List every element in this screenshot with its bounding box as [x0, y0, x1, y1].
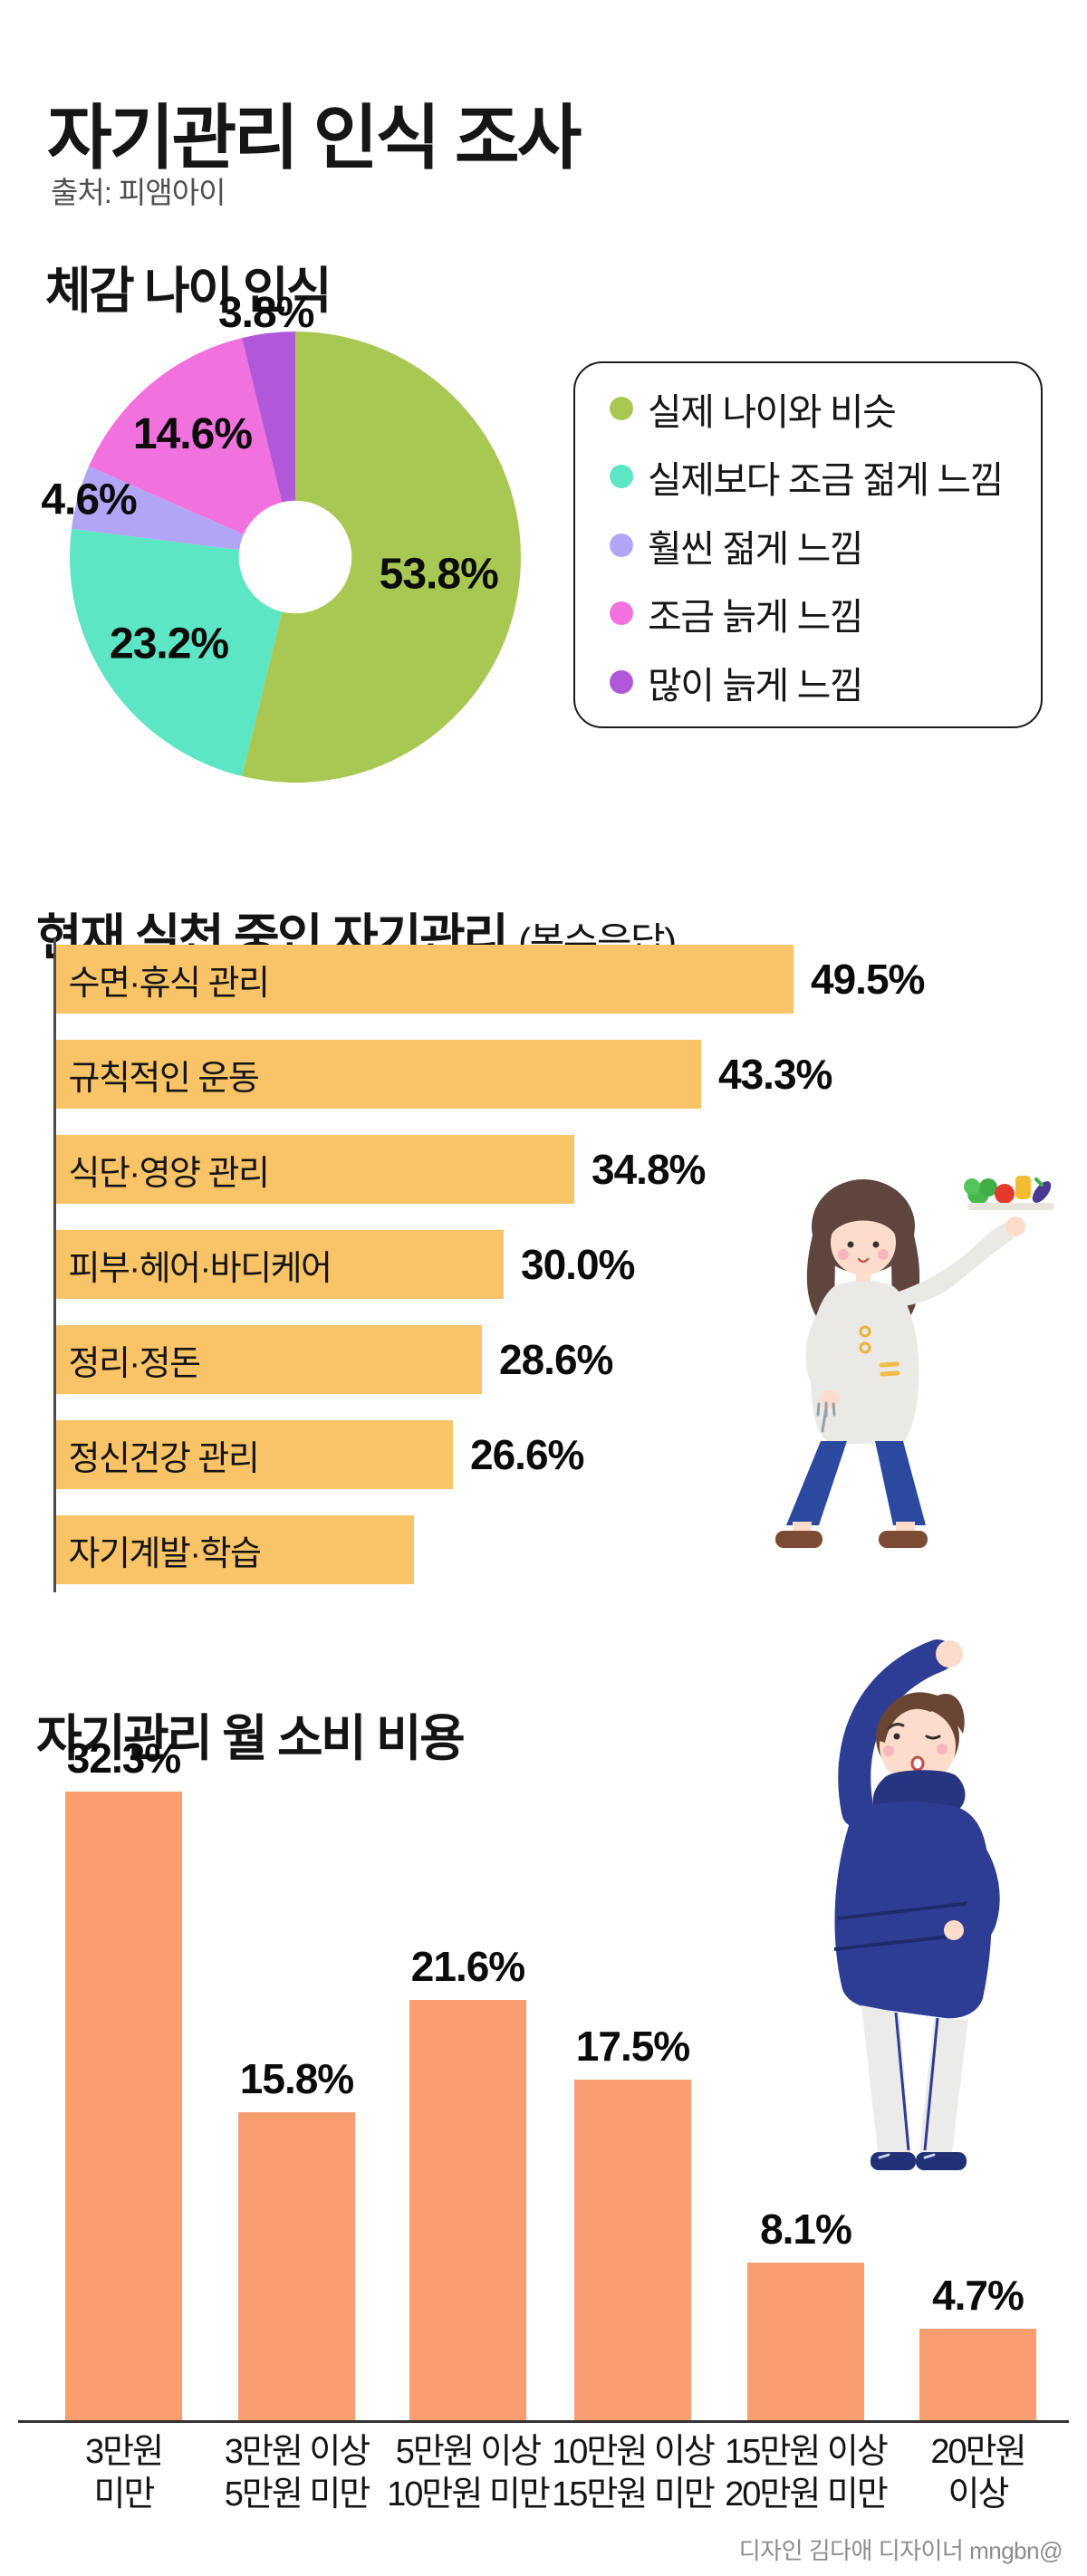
legend-item: 훨씬 젊게 느낌	[610, 518, 1032, 572]
source-caption: 출처: 피앰아이	[51, 176, 226, 209]
woman-with-vegetables-illustration	[775, 1176, 1054, 1548]
donut-slice-label: 4.6%	[41, 476, 137, 524]
vbar-bar	[238, 2112, 355, 2420]
hbar-bar: 규칙적인 운동	[55, 1040, 701, 1109]
vbar-category-label: 15만원 이상 20만원 미만	[720, 2431, 892, 2516]
vbar-category-line: 15만원 이상	[725, 2433, 889, 2471]
vbar-value-label: 4.7%	[932, 2272, 1024, 2319]
vbar-category-label: 5만원 이상 10만원 미만	[382, 2431, 554, 2516]
tray-of-vegetables	[964, 1176, 1054, 1210]
hbar-bar: 자기계발·학습	[55, 1515, 414, 1584]
legend-item-label: 훨씬 젊게 느낌	[648, 527, 864, 570]
credit-footer: 디자인 김다애 디자이너 mngbn@	[738, 2537, 1063, 2564]
perceived-age-donut-chart: 53.8% 23.2% 4.6% 14.6% 3.8%	[0, 272, 580, 797]
legend-item: 조금 늙게 느낌	[610, 586, 1032, 640]
legend-item: 실제 나이와 비슷	[610, 381, 1032, 436]
vbar-category-line: 5만원 미만	[224, 2475, 371, 2514]
vbar-category-line: 10만원 이상	[552, 2433, 716, 2471]
donut-slice	[71, 466, 245, 551]
vbar-axis-line	[18, 2420, 1069, 2423]
hbar-bar: 피부·헤어·바디케어	[55, 1230, 504, 1299]
vbar-value-label: 17.5%	[575, 2023, 690, 2070]
legend-item-label: 실제 나이와 비슷	[648, 390, 897, 433]
hbar-category-label: 정신건강 관리	[68, 1439, 260, 1478]
legend-item-label: 많이 늙게 느낌	[648, 664, 864, 706]
woman-figure	[775, 1179, 1025, 1548]
donut-slice	[242, 332, 522, 783]
hbar-category-label: 식단·영양 관리	[68, 1154, 270, 1193]
hbar-bar: 정리·정돈	[55, 1325, 482, 1394]
donut-slice	[242, 332, 295, 503]
hbar-bar: 식단·영양 관리	[55, 1135, 574, 1204]
vbar-value-label: 8.1%	[760, 2206, 852, 2253]
hbar-category-label: 자기계발·학습	[68, 1534, 262, 1573]
hbar-value-label: 26.6%	[470, 1431, 584, 1478]
donut-slice-label: 14.6%	[133, 410, 252, 458]
vbar-category-label: 3만원 이상 5만원 미만	[211, 2431, 383, 2516]
page-title: 자기관리 인식 조사	[47, 98, 582, 178]
vbar-category-line: 20만원	[930, 2433, 1026, 2471]
spend-bar-chart: 32.3% 3만원 미만 15.8% 3만원 이상 5만원 미만 21.6% 5만원 이상 10…	[18, 1735, 1069, 2554]
legend-item: 실제보다 조금 젊게 느낌	[610, 449, 1032, 504]
legend-item-label: 조금 늙게 느낌	[648, 596, 864, 638]
fork	[816, 1401, 836, 1433]
legend-item: 많이 늙게 느낌	[610, 655, 1032, 709]
legend-dot-icon	[610, 601, 633, 625]
vbar-value-label: 32.3%	[66, 1735, 181, 1782]
vbar-category-line: 5만원 이상	[395, 2433, 543, 2471]
hbar-axis-line	[53, 938, 56, 1592]
legend-dot-icon	[610, 669, 633, 694]
vbar-bar	[409, 2000, 526, 2420]
vbar-value-label: 15.8%	[239, 2055, 354, 2102]
hbar-category-label: 규칙적인 운동	[68, 1059, 260, 1098]
donut-slice	[89, 338, 283, 534]
vbar-bar	[574, 2080, 691, 2420]
vbar-category-line: 10만원 미만	[387, 2475, 551, 2514]
donut-slice-label: 3.8%	[218, 289, 314, 337]
donut-slice-label: 23.2%	[110, 620, 228, 668]
hbar-value-label: 30.0%	[521, 1241, 635, 1288]
hbar-value-label: 28.6%	[499, 1336, 613, 1383]
vbar-bar	[65, 1792, 182, 2420]
vbar-bar	[919, 2329, 1036, 2420]
legend-item-label: 실제보다 조금 젊게 느낌	[648, 459, 1004, 501]
hbar-value-label: 34.8%	[592, 1146, 706, 1193]
legend-dot-icon	[610, 465, 633, 488]
man-stretching-illustration	[833, 1639, 1000, 2170]
vbar-category-line: 3만원	[84, 2433, 164, 2471]
donut-chart-svg: 53.8% 23.2% 4.6% 14.6% 3.8%	[41, 289, 522, 783]
donut-slice	[70, 528, 283, 776]
hbar-value-label: 43.3%	[718, 1051, 832, 1098]
perceived-age-heading: 체감 나이 인식	[45, 262, 332, 319]
vbar-category-line: 이상	[948, 2475, 1010, 2514]
practices-bar-chart: 수면·휴식 관리 49.5% 규칙적인 운동 43.3% 식단·영양 관리 34.8% 피부…	[53, 938, 1077, 1601]
legend-dot-icon	[610, 533, 633, 557]
man-figure	[833, 1639, 1000, 2170]
hbar-bar: 정신건강 관리	[55, 1420, 453, 1489]
vbar-category-line: 20만원 미만	[725, 2475, 889, 2514]
spend-heading: 자기관리 월 소비 비용	[36, 1709, 466, 1766]
hbar-category-label: 정리·정돈	[68, 1344, 202, 1383]
vbar-category-label: 10만원 이상 15만원 미만	[547, 2431, 719, 2516]
hbar-value-label: 49.5%	[811, 956, 925, 1003]
vbar-category-line: 15만원 미만	[552, 2475, 716, 2514]
vbar-category-line: 3만원 이상	[224, 2433, 371, 2471]
hbar-bar: 수면·휴식 관리	[55, 945, 794, 1014]
donut-slice-label: 53.8%	[380, 550, 498, 598]
hbar-category-label: 피부·헤어·바디케어	[68, 1249, 333, 1288]
vbar-bar	[747, 2263, 864, 2420]
vbar-category-line: 미만	[93, 2475, 156, 2514]
hbar-category-label: 수면·휴식 관리	[68, 964, 270, 1003]
vbar-value-label: 21.6%	[410, 1943, 525, 1990]
legend-dot-icon	[610, 396, 633, 420]
